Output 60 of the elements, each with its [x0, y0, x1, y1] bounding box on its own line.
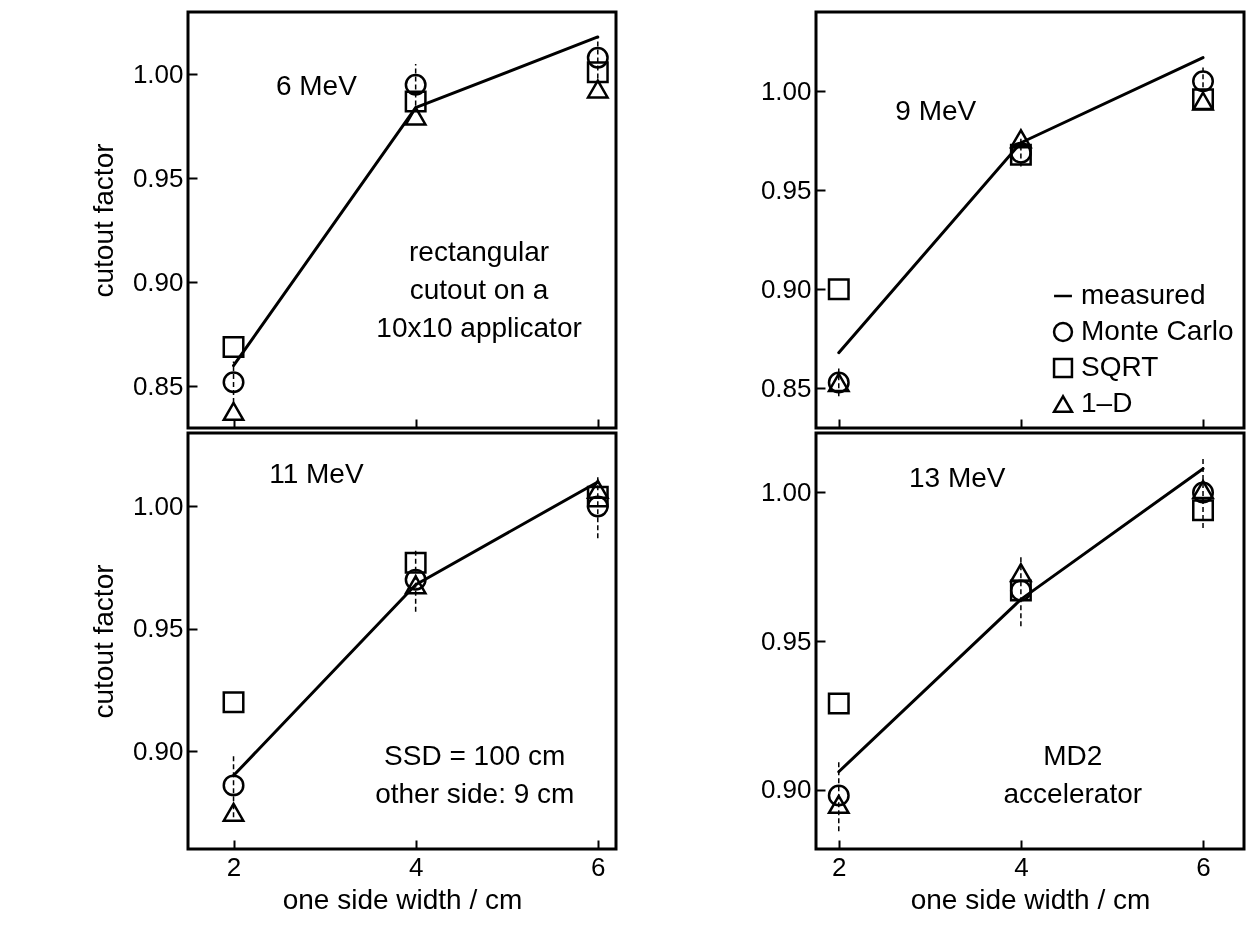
annotation: 13 MeV — [908, 461, 1006, 493]
legend-label: measured — [1081, 279, 1206, 310]
x-tick-label: 2 — [226, 851, 242, 882]
point — [222, 401, 245, 422]
point — [222, 335, 245, 358]
point — [222, 371, 245, 394]
point — [586, 479, 609, 499]
y-tick-label: 0.90 — [132, 266, 184, 297]
x-tick-label: 2 — [832, 851, 847, 882]
point — [222, 774, 245, 797]
x-axis-title: one side width / cm — [282, 883, 523, 915]
annotation: 9 MeV — [895, 94, 977, 126]
point — [1192, 499, 1215, 522]
x-tick-label: 6 — [591, 851, 606, 882]
y-tick-label: 0.95 — [760, 174, 812, 205]
y-tick-label: 1.00 — [760, 75, 812, 106]
point — [404, 106, 427, 126]
point — [827, 784, 850, 807]
point — [404, 575, 427, 595]
legend-label: 1–D — [1081, 387, 1133, 418]
point — [586, 485, 609, 508]
point — [222, 802, 245, 822]
point — [1009, 562, 1032, 583]
y-tick-label: 0.95 — [132, 613, 184, 644]
annotation: 11 MeV — [269, 457, 364, 489]
point — [827, 794, 850, 815]
point — [827, 278, 850, 301]
point — [404, 568, 427, 591]
x-tick-label: 6 — [1196, 851, 1211, 882]
x-axis-title: one side width / cm — [910, 883, 1151, 915]
y-tick-label: 1.00 — [132, 58, 184, 89]
point — [1192, 70, 1215, 93]
point — [404, 551, 427, 574]
y-tick-label: 1.00 — [132, 490, 184, 521]
y-tick-label: 0.90 — [760, 774, 812, 805]
x-tick-label: 4 — [1014, 851, 1029, 882]
y-tick-label: 1.00 — [760, 476, 812, 507]
y-axis-title: cutout factor — [87, 564, 119, 719]
point — [827, 692, 850, 715]
y-tick-label: 0.95 — [132, 162, 184, 193]
legend-label: SQRT — [1081, 351, 1159, 382]
point — [586, 46, 609, 69]
annotation: MD2 accelerator — [1003, 740, 1143, 810]
y-tick-label: 0.95 — [760, 625, 812, 656]
point — [404, 90, 427, 113]
point — [586, 79, 609, 99]
y-tick-label: 0.85 — [760, 372, 812, 403]
x-tick-label: 4 — [408, 851, 424, 882]
point — [404, 73, 427, 96]
point — [222, 691, 245, 714]
point — [1009, 129, 1032, 149]
annotation: rectangular cutout on a 10x10 applicator — [376, 236, 582, 344]
y-axis-title: cutout factor — [87, 143, 119, 298]
legend-label: Monte Carlo — [1081, 315, 1234, 346]
annotation: 6 MeV — [275, 69, 358, 101]
y-tick-label: 0.90 — [132, 735, 184, 766]
y-tick-label: 0.90 — [760, 273, 812, 304]
point — [586, 61, 609, 84]
annotation: SSD = 100 cm other side: 9 cm — [375, 740, 575, 810]
y-tick-label: 0.85 — [132, 370, 184, 401]
